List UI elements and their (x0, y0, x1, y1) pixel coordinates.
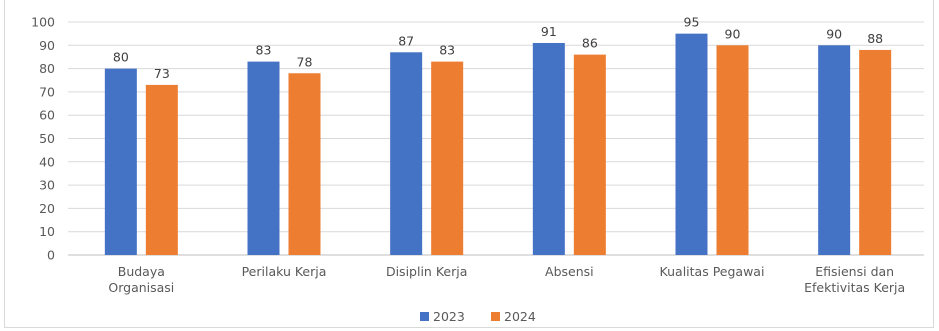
data-label-2024-5: 88 (867, 31, 883, 46)
data-label-2023-3: 91 (541, 24, 557, 39)
y-tick-label-30: 30 (39, 178, 55, 193)
bar-2023-3 (532, 42, 565, 255)
data-labels: 80 73 83 78 87 83 91 86 95 90 90 88 (113, 15, 883, 81)
legend-label-2024: 2024 (504, 309, 536, 324)
category-label-line: Efektivitas Kerja (804, 280, 905, 295)
data-label-2023-2: 87 (398, 33, 414, 48)
category-label-line: Organisasi (108, 280, 174, 295)
legend-swatch-2023 (420, 312, 429, 321)
bar-2024-0 (145, 84, 178, 255)
category-label-line: Disiplin Kerja (386, 264, 467, 279)
data-label-2023-0: 80 (113, 50, 129, 65)
bar-2024-4 (716, 45, 749, 255)
data-label-2024-1: 78 (297, 54, 313, 69)
y-axis-tick-labels: 0 10 20 30 40 50 60 70 80 90 100 (31, 15, 55, 263)
category-label-line: Perilaku Kerja (242, 264, 327, 279)
gridlines (68, 21, 924, 256)
bar-2023-1 (247, 61, 280, 255)
legend-swatch-2024 (491, 312, 500, 321)
category-label-1: Perilaku Kerja (242, 264, 327, 279)
category-label-line: Kualitas Pegawai (660, 264, 765, 279)
data-label-2024-2: 83 (439, 43, 455, 58)
legend: 2023 2024 (420, 309, 536, 324)
y-tick-label-60: 60 (39, 108, 55, 123)
category-label-5: Efisiensi dan Efektivitas Kerja (804, 264, 905, 295)
data-label-2023-1: 83 (256, 43, 272, 58)
category-label-2: Disiplin Kerja (386, 264, 467, 279)
y-tick-label-80: 80 (39, 61, 55, 76)
bar-2023-0 (104, 68, 137, 255)
y-tick-label-50: 50 (39, 131, 55, 146)
category-label-line: Efisiensi dan (815, 264, 894, 279)
category-label-3: Absensi (545, 264, 594, 279)
x-axis-category-labels: Budaya Organisasi Perilaku Kerja Disiplin K… (108, 264, 905, 295)
category-label-line: Absensi (545, 264, 594, 279)
bar-2024-1 (288, 73, 321, 255)
y-tick-label-70: 70 (39, 84, 55, 99)
y-tick-label-10: 10 (39, 224, 55, 239)
y-tick-label-90: 90 (39, 38, 55, 53)
data-label-2023-5: 90 (826, 26, 842, 41)
y-tick-label-100: 100 (31, 15, 55, 30)
bar-2024-3 (573, 54, 606, 256)
bar-2023-4 (675, 33, 708, 256)
bar-2023-2 (390, 52, 423, 255)
legend-label-2023: 2023 (433, 309, 465, 324)
category-label-4: Kualitas Pegawai (660, 264, 765, 279)
data-label-2024-4: 90 (725, 26, 741, 41)
bar-2024-2 (431, 61, 464, 255)
data-label-2023-4: 95 (684, 15, 700, 30)
y-tick-label-0: 0 (47, 248, 55, 263)
y-tick-label-40: 40 (39, 154, 55, 169)
y-tick-label-20: 20 (39, 201, 55, 216)
bar-2023-5 (818, 45, 851, 255)
data-label-2024-0: 73 (154, 66, 170, 81)
bar-2024-5 (859, 49, 892, 256)
category-label-0: Budaya Organisasi (108, 264, 174, 295)
data-label-2024-3: 86 (582, 36, 598, 51)
category-label-line: Budaya (118, 264, 165, 279)
bars (104, 33, 892, 256)
